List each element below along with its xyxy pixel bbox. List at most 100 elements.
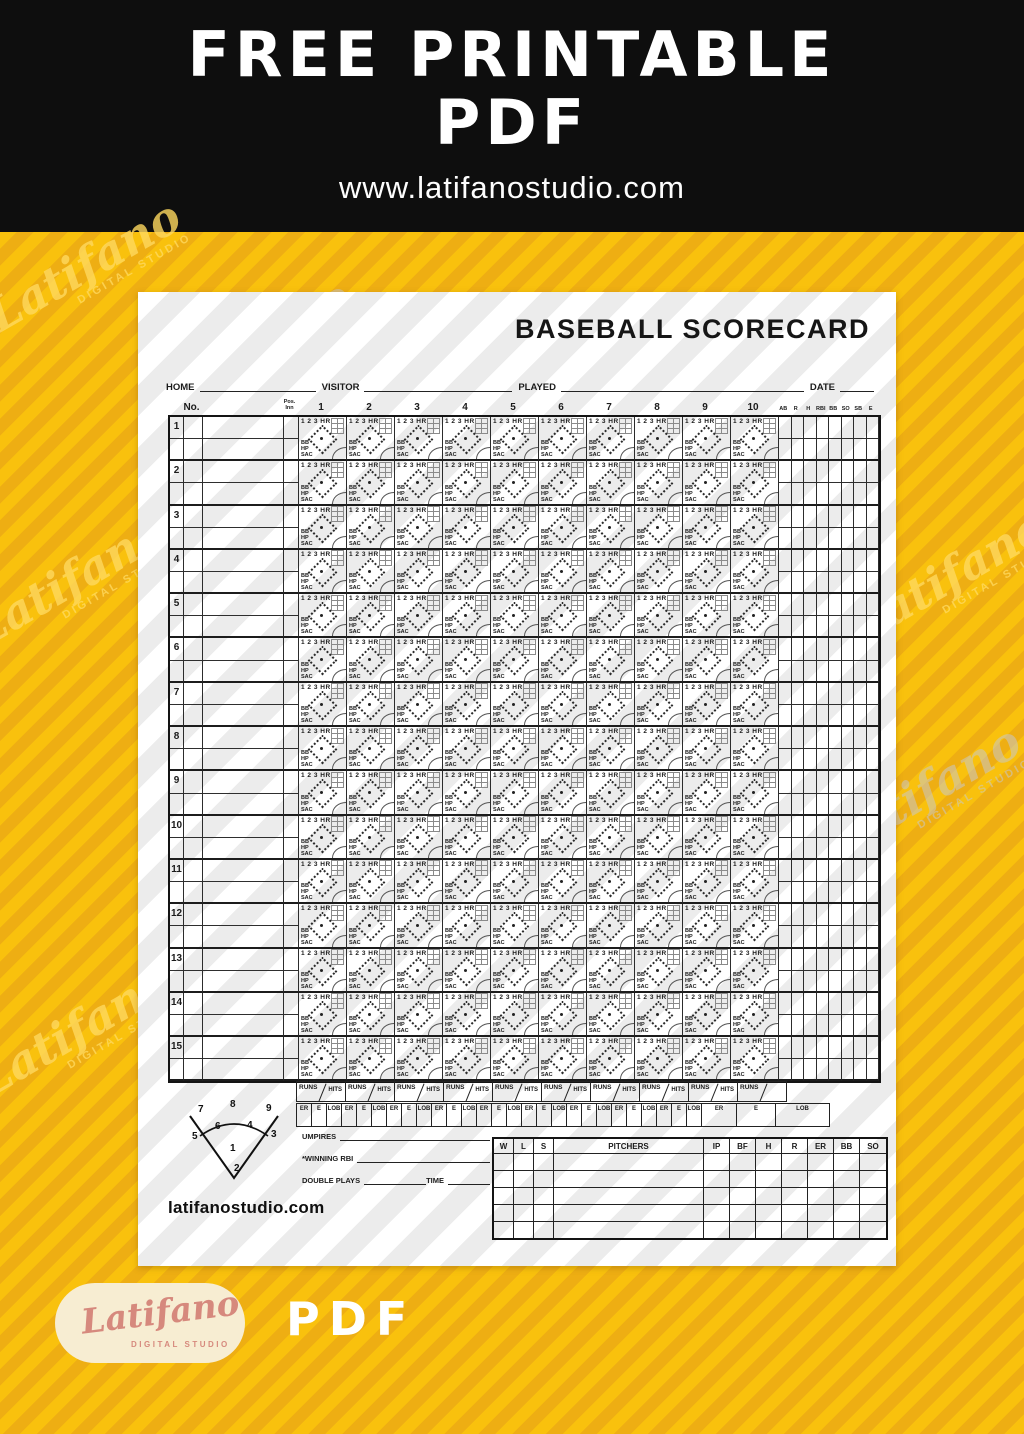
player-name-cell[interactable] <box>203 505 284 550</box>
player-stat-cell[interactable] <box>854 992 867 1038</box>
inning-scoring-cell[interactable]: 1 2 3 HR BB HP SAC <box>491 727 539 772</box>
runs-hits-cell[interactable]: RUNS <box>737 1081 787 1102</box>
pitch-count-grid[interactable] <box>666 417 680 434</box>
inning-scoring-cell[interactable]: 1 2 3 HR BB HP SAC <box>683 992 731 1038</box>
inning-scoring-cell[interactable]: 1 2 3 HR BB HP SAC <box>683 727 731 772</box>
player-stat-cell[interactable] <box>804 461 817 506</box>
player-stat-cell[interactable] <box>791 992 804 1038</box>
player-no-cell[interactable] <box>184 461 203 506</box>
inning-scoring-cell[interactable]: 1 2 3 HR BB HP SAC <box>395 549 443 595</box>
pitcher-stat-cell[interactable] <box>756 1188 782 1204</box>
player-name-cell[interactable] <box>203 461 284 506</box>
player-pos-cell[interactable] <box>284 417 299 462</box>
pitch-count-grid[interactable] <box>378 638 392 655</box>
player-stat-cell[interactable] <box>841 505 854 550</box>
player-no-cell[interactable] <box>184 771 203 816</box>
home-input-line[interactable] <box>199 384 316 392</box>
pitch-count-grid[interactable] <box>714 993 728 1010</box>
inning-scoring-cell[interactable]: 1 2 3 HR BB HP SAC <box>395 1037 443 1082</box>
player-no-cell[interactable] <box>184 638 203 683</box>
pitcher-name-cell[interactable] <box>554 1154 704 1170</box>
inning-scoring-cell[interactable]: 1 2 3 HR BB HP SAC <box>587 859 635 905</box>
inning-scoring-cell[interactable]: 1 2 3 HR BB HP SAC <box>539 638 587 683</box>
player-stat-cell[interactable] <box>866 815 879 860</box>
inning-scoring-cell[interactable]: 1 2 3 HR BB HP SAC <box>299 859 347 905</box>
player-no-cell[interactable] <box>184 859 203 905</box>
runs-hits-cell[interactable]: RUNS HITS <box>590 1081 640 1102</box>
player-stat-cell[interactable] <box>779 771 792 816</box>
inning-scoring-cell[interactable]: 1 2 3 HR BB HP SAC <box>491 505 539 550</box>
player-no-cell[interactable] <box>184 1037 203 1082</box>
pitch-count-grid[interactable] <box>714 860 728 877</box>
pitch-count-grid[interactable] <box>570 1037 584 1054</box>
inning-total-cell[interactable]: LOB <box>686 1103 702 1127</box>
inning-scoring-cell[interactable]: 1 2 3 HR BB HP SAC <box>587 992 635 1038</box>
player-stat-cell[interactable] <box>816 549 829 595</box>
inning-scoring-cell[interactable]: 1 2 3 HR BB HP SAC <box>443 992 491 1038</box>
inning-scoring-cell[interactable]: 1 2 3 HR BB HP SAC <box>683 1037 731 1082</box>
inning-scoring-cell[interactable]: 1 2 3 HR BB HP SAC <box>539 549 587 595</box>
inning-scoring-cell[interactable]: 1 2 3 HR BB HP SAC <box>635 904 683 949</box>
pitch-count-grid[interactable] <box>618 1037 632 1054</box>
inning-scoring-cell[interactable]: 1 2 3 HR BB HP SAC <box>539 1037 587 1082</box>
inning-scoring-cell[interactable]: 1 2 3 HR BB HP SAC <box>347 771 395 816</box>
pitch-count-grid[interactable] <box>570 417 584 434</box>
inning-scoring-cell[interactable]: 1 2 3 HR BB HP SAC <box>299 815 347 860</box>
pitcher-result-cell[interactable] <box>494 1171 514 1187</box>
inning-scoring-cell[interactable]: 1 2 3 HR BB HP SAC <box>299 992 347 1038</box>
pitch-count-grid[interactable] <box>522 594 536 611</box>
player-stat-cell[interactable] <box>829 948 842 993</box>
player-stat-cell[interactable] <box>854 461 867 506</box>
pitch-count-grid[interactable] <box>666 771 680 788</box>
time-input-line[interactable] <box>448 1177 490 1185</box>
inning-scoring-cell[interactable]: 1 2 3 HR BB HP SAC <box>539 771 587 816</box>
player-stat-cell[interactable] <box>854 771 867 816</box>
player-name-cell[interactable] <box>203 549 284 595</box>
pitch-count-grid[interactable] <box>330 683 344 700</box>
inning-scoring-cell[interactable]: 1 2 3 HR BB HP SAC <box>635 992 683 1038</box>
player-stat-cell[interactable] <box>829 682 842 728</box>
player-pos-cell[interactable] <box>284 992 299 1038</box>
pitch-count-grid[interactable] <box>474 550 488 567</box>
inning-scoring-cell[interactable]: 1 2 3 HR BB HP SAC <box>443 549 491 595</box>
pitch-count-grid[interactable] <box>378 683 392 700</box>
pitch-count-grid[interactable] <box>426 860 440 877</box>
inning-scoring-cell[interactable]: 1 2 3 HR BB HP SAC <box>683 638 731 683</box>
pitch-count-grid[interactable] <box>618 727 632 744</box>
inning-total-cell[interactable]: LOB <box>371 1103 387 1127</box>
inning-scoring-cell[interactable]: 1 2 3 HR BB HP SAC <box>587 904 635 949</box>
player-stat-cell[interactable] <box>804 682 817 728</box>
player-stat-cell[interactable] <box>804 859 817 905</box>
player-stat-cell[interactable] <box>866 461 879 506</box>
player-stat-cell[interactable] <box>779 682 792 728</box>
inning-scoring-cell[interactable]: 1 2 3 HR BB HP SAC <box>347 904 395 949</box>
pitch-count-grid[interactable] <box>474 594 488 611</box>
player-stat-cell[interactable] <box>779 417 792 462</box>
pitch-count-grid[interactable] <box>378 904 392 921</box>
player-stat-cell[interactable] <box>854 549 867 595</box>
pitch-count-grid[interactable] <box>762 771 776 788</box>
pitcher-result-cell[interactable] <box>514 1154 534 1170</box>
inning-scoring-cell[interactable]: 1 2 3 HR BB HP SAC <box>395 638 443 683</box>
player-stat-cell[interactable] <box>804 594 817 639</box>
pitcher-name-cell[interactable] <box>554 1222 704 1238</box>
pitch-count-grid[interactable] <box>618 461 632 478</box>
player-stat-cell[interactable] <box>791 682 804 728</box>
player-stat-cell[interactable] <box>841 461 854 506</box>
inning-scoring-cell[interactable]: 1 2 3 HR BB HP SAC <box>395 859 443 905</box>
inning-scoring-cell[interactable]: 1 2 3 HR BB HP SAC <box>395 948 443 993</box>
player-stat-cell[interactable] <box>829 461 842 506</box>
pitcher-stat-cell[interactable] <box>704 1205 730 1221</box>
pitch-count-grid[interactable] <box>426 638 440 655</box>
inning-total-cell[interactable]: ER <box>431 1103 447 1127</box>
player-name-cell[interactable] <box>203 1037 284 1082</box>
inning-scoring-cell[interactable]: 1 2 3 HR BB HP SAC <box>491 771 539 816</box>
pitch-count-grid[interactable] <box>378 594 392 611</box>
pitch-count-grid[interactable] <box>666 1037 680 1054</box>
player-stat-cell[interactable] <box>816 904 829 949</box>
pitch-count-grid[interactable] <box>714 904 728 921</box>
inning-scoring-cell[interactable]: 1 2 3 HR BB HP SAC <box>587 815 635 860</box>
pitch-count-grid[interactable] <box>474 993 488 1010</box>
pitch-count-grid[interactable] <box>426 417 440 434</box>
player-stat-cell[interactable] <box>816 505 829 550</box>
